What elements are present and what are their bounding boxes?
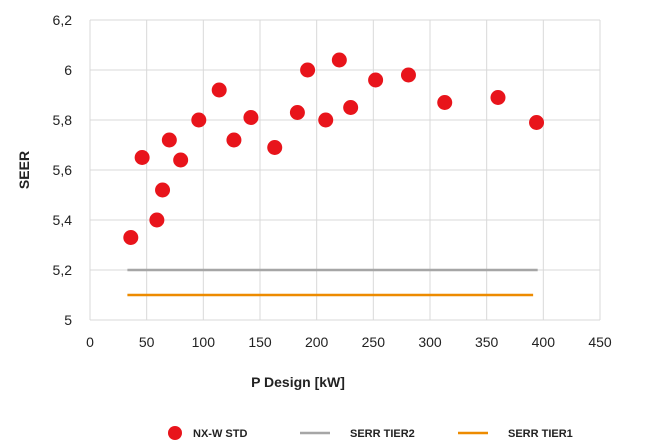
data-point <box>490 90 506 105</box>
data-point <box>437 95 453 110</box>
data-point <box>149 212 165 228</box>
data-point <box>155 182 171 198</box>
data-point <box>529 115 545 130</box>
data-point <box>343 100 359 115</box>
y-tick-label: 5,4 <box>53 212 73 228</box>
y-axis-ticks: 5 5,2 5,4 5,6 5,8 6 6,2 <box>53 12 73 328</box>
y-tick-label: 5,8 <box>53 112 73 128</box>
y-tick-label: 6 <box>64 62 72 78</box>
x-tick-label: 450 <box>588 334 612 350</box>
legend-label-2: SERR TIER1 <box>508 428 573 440</box>
y-tick-label: 5 <box>64 312 72 328</box>
y-tick-label: 5,2 <box>53 262 73 278</box>
data-point <box>300 62 316 78</box>
x-tick-label: 300 <box>418 334 442 350</box>
x-tick-label: 200 <box>305 334 329 350</box>
data-point <box>267 140 283 155</box>
x-tick-label: 50 <box>139 334 155 350</box>
data-point <box>161 132 177 148</box>
data-point <box>289 105 305 120</box>
x-tick-label: 250 <box>362 334 386 350</box>
data-point <box>123 230 139 245</box>
data-point <box>134 150 150 165</box>
y-tick-label: 6,2 <box>53 12 73 28</box>
x-axis-ticks: 0 50 100 150 200 250 300 350 400 450 <box>86 334 612 350</box>
legend-swatch-0 <box>168 426 182 440</box>
x-tick-label: 0 <box>86 334 94 350</box>
data-point <box>368 72 384 88</box>
x-tick-label: 400 <box>532 334 556 350</box>
x-tick-label: 350 <box>475 334 499 350</box>
data-point <box>211 82 227 98</box>
data-point <box>226 132 242 148</box>
data-point <box>318 112 334 128</box>
data-point <box>331 52 347 68</box>
grid-lines <box>89 19 601 321</box>
data-point <box>191 112 207 128</box>
data-point <box>243 110 259 125</box>
data-point <box>173 152 189 168</box>
data-point <box>400 67 416 83</box>
threshold-lines <box>127 268 538 297</box>
legend-label-1: SERR TIER2 <box>350 428 415 440</box>
data-points <box>123 52 545 245</box>
y-tick-label: 5,6 <box>53 162 73 178</box>
x-tick-label: 100 <box>192 334 216 350</box>
x-axis-label: P Design [kW] <box>251 374 345 390</box>
legend-label-0: NX-W STD <box>193 428 247 440</box>
legend: NX-W STD SERR TIER2 SERR TIER1 <box>168 426 573 440</box>
y-axis-label: SEER <box>16 151 32 189</box>
x-tick-label: 150 <box>248 334 272 350</box>
